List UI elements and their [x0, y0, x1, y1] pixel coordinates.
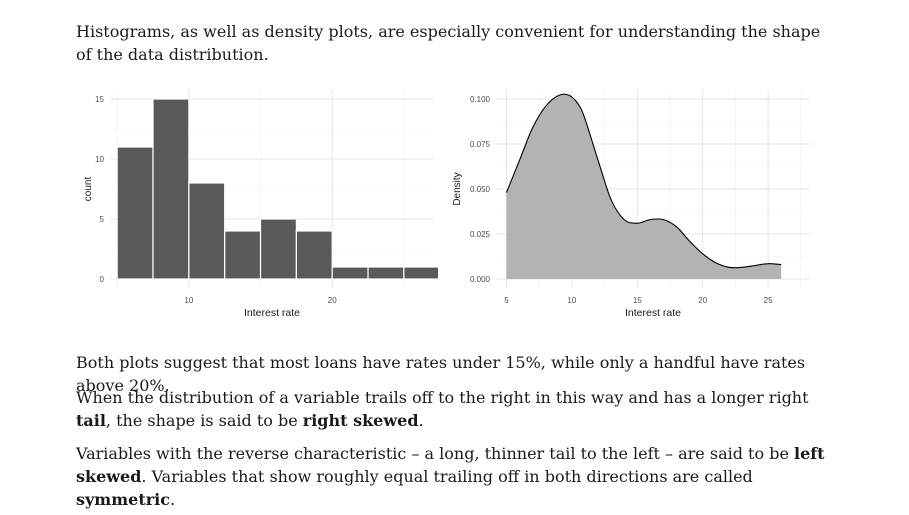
- y-tick-label: 5: [100, 215, 105, 224]
- density-area: [506, 94, 782, 280]
- histogram-bar: [188, 182, 226, 280]
- right-skew-paragraph: When the distribution of a variable trai…: [76, 386, 826, 432]
- histogram-bar: [152, 98, 190, 280]
- x-tick-label: 15: [633, 296, 642, 305]
- intro-paragraph: Histograms, as well as density plots, ar…: [76, 20, 826, 66]
- x-tick-label: 10: [184, 296, 193, 305]
- left-skewed-term: left skewed: [76, 444, 825, 486]
- y-tick-label: 15: [95, 95, 104, 104]
- right-skew-text-mid: , the shape is said to be: [105, 411, 303, 430]
- y-tick-label: 0.075: [470, 140, 491, 149]
- left-skew-paragraph: Variables with the reverse characteristi…: [76, 442, 826, 511]
- y-axis-label: Density: [452, 172, 463, 205]
- left-skew-text: Variables with the reverse characteristi…: [76, 444, 794, 463]
- right-skew-text: When the distribution of a variable trai…: [76, 388, 809, 407]
- x-tick-label: 5: [504, 296, 509, 305]
- x-tick-label: 10: [567, 296, 576, 305]
- y-tick-label: 10: [95, 155, 104, 164]
- both-plots-paragraph: Both plots suggest that most loans have …: [76, 351, 826, 397]
- y-tick-label: 0.000: [470, 275, 491, 284]
- histogram-bar: [367, 266, 405, 280]
- histogram-bar: [259, 218, 297, 280]
- histogram-bar: [295, 230, 333, 280]
- histogram-bar: [116, 146, 154, 280]
- x-tick-label: 20: [698, 296, 707, 305]
- left-skew-text-end: .: [169, 490, 176, 509]
- histogram-plot: 0 5 10 15 10 20 Interest rate count: [83, 90, 438, 319]
- y-axis-label: count: [83, 177, 94, 202]
- y-tick-label: 0.050: [470, 185, 491, 194]
- right-skewed-term: right skewed: [302, 411, 419, 430]
- x-tick-label: 20: [328, 296, 337, 305]
- y-tick-label: 0.025: [470, 230, 491, 239]
- histogram-bar: [331, 266, 369, 280]
- both-plots-text: Both plots suggest that most loans have …: [76, 353, 806, 395]
- x-axis-label: Interest rate: [625, 307, 681, 319]
- histogram-bar: [403, 266, 438, 280]
- intro-text: Histograms, as well as density plots, ar…: [76, 22, 821, 64]
- density-plot: 0.000 0.025 0.050 0.075 0.100 5 10 15 20 25 Intere…: [452, 90, 810, 319]
- x-tick-label: 25: [764, 296, 773, 305]
- symmetric-term: symmetric: [76, 490, 170, 509]
- x-axis-label: Interest rate: [244, 307, 300, 319]
- right-skew-text-end: .: [418, 411, 424, 430]
- histogram-bar: [224, 230, 262, 280]
- y-tick-label: 0: [100, 275, 105, 284]
- y-tick-label: 0.100: [470, 95, 491, 104]
- tail-term: tail: [76, 411, 106, 430]
- left-skew-text-mid: . Variables that show roughly equal trai…: [141, 467, 753, 486]
- density-curve: [505, 93, 782, 269]
